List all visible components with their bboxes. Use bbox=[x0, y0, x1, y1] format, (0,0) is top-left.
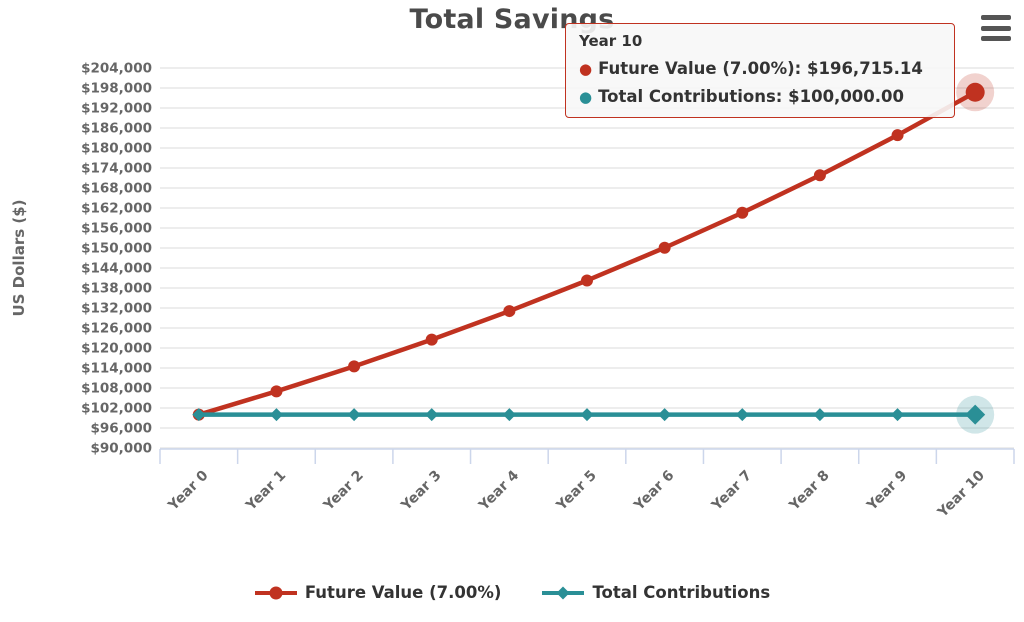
y-tick-label: $144,000 bbox=[81, 261, 152, 277]
x-tick-label: Year 6 bbox=[631, 468, 678, 515]
y-tick-label: $120,000 bbox=[81, 341, 152, 357]
data-point-marker[interactable] bbox=[502, 408, 516, 422]
y-tick-label: $90,000 bbox=[91, 441, 153, 457]
data-point-marker[interactable] bbox=[192, 408, 206, 422]
tooltip-row-text: Future Value (7.00%): $196,715.14 bbox=[598, 59, 923, 78]
data-point-marker[interactable] bbox=[503, 305, 516, 318]
y-tick-label: $132,000 bbox=[81, 301, 152, 317]
data-point-marker[interactable] bbox=[735, 408, 749, 422]
x-tick-label: Year 3 bbox=[398, 468, 445, 515]
x-tick-label: Year 9 bbox=[863, 468, 910, 515]
hamburger-menu-button[interactable] bbox=[980, 14, 1012, 42]
data-point-marker[interactable] bbox=[813, 169, 826, 182]
data-point-marker[interactable] bbox=[269, 408, 283, 422]
data-point-marker[interactable] bbox=[270, 385, 283, 398]
x-tick-label: Year 7 bbox=[708, 468, 755, 515]
x-tick-label: Year 5 bbox=[553, 468, 600, 515]
y-axis-title: US Dollars ($) bbox=[10, 199, 28, 316]
y-tick-label: $168,000 bbox=[81, 181, 152, 197]
y-tick-label: $180,000 bbox=[81, 141, 152, 157]
line-circle-marker-icon bbox=[254, 586, 297, 599]
data-point-marker[interactable] bbox=[891, 129, 904, 142]
data-point-marker[interactable] bbox=[736, 206, 749, 219]
y-tick-label: $198,000 bbox=[81, 81, 152, 97]
y-gridlines bbox=[160, 67, 1014, 449]
y-tick-label: $150,000 bbox=[81, 241, 152, 257]
y-tick-label: $138,000 bbox=[81, 281, 152, 297]
legend-item-total-contributions[interactable]: Total Contributions bbox=[541, 583, 770, 602]
data-point-marker[interactable] bbox=[965, 404, 986, 425]
data-point-marker[interactable] bbox=[580, 408, 594, 422]
y-tick-label: $126,000 bbox=[81, 321, 152, 337]
legend-item-future-value[interactable]: Future Value (7.00%) bbox=[254, 583, 502, 602]
series-total-contributions bbox=[192, 395, 995, 434]
y-axis-labels: $90,000 $96,000 $102,000 $108,000 $114,000 $1… bbox=[81, 61, 152, 457]
y-tick-label: $174,000 bbox=[81, 161, 152, 177]
tooltip-row-future-value: ● Future Value (7.00%): $196,715.14 bbox=[579, 55, 944, 83]
chart-legend: Future Value (7.00%) Total Contributions bbox=[0, 583, 1024, 602]
x-tick-label: Year 8 bbox=[786, 468, 833, 515]
chart-tooltip: Year 10 ● Future Value (7.00%): $196,715.… bbox=[565, 23, 955, 118]
data-point-marker[interactable] bbox=[658, 408, 672, 422]
y-tick-label: $204,000 bbox=[81, 61, 152, 77]
y-tick-label: $192,000 bbox=[81, 101, 152, 117]
y-tick-label: $186,000 bbox=[81, 121, 152, 137]
data-point-marker[interactable] bbox=[658, 241, 671, 254]
x-tick-label: Year 0 bbox=[165, 467, 212, 514]
y-tick-label: $162,000 bbox=[81, 201, 152, 217]
tooltip-title: Year 10 bbox=[579, 32, 643, 50]
x-axis bbox=[159, 448, 1015, 464]
hamburger-icon bbox=[981, 15, 1011, 20]
hamburger-icon bbox=[981, 25, 1011, 31]
y-tick-label: $102,000 bbox=[81, 401, 152, 417]
data-point-marker[interactable] bbox=[891, 408, 905, 422]
tooltip-row-total-contributions: ● Total Contributions: $100,000.00 bbox=[579, 83, 944, 111]
data-point-marker[interactable] bbox=[347, 408, 361, 422]
y-tick-label: $156,000 bbox=[81, 221, 152, 237]
data-point-marker[interactable] bbox=[348, 360, 361, 373]
series-future-value bbox=[192, 73, 995, 421]
series-bullet-icon: ● bbox=[579, 88, 593, 106]
y-tick-label: $96,000 bbox=[91, 421, 153, 437]
y-tick-label: $108,000 bbox=[81, 381, 152, 397]
data-point-marker[interactable] bbox=[425, 408, 439, 422]
x-tick-label: Year 1 bbox=[242, 468, 289, 515]
data-point-marker[interactable] bbox=[425, 333, 438, 346]
x-tick-label: Year 4 bbox=[475, 467, 522, 514]
x-tick-label: Year 10 bbox=[934, 467, 988, 521]
x-axis-labels: Year 0 Year 1 Year 2 Year 3 Year 4 Year 5 Year… bbox=[165, 467, 988, 521]
y-tick-label: $114,000 bbox=[81, 361, 152, 377]
series-bullet-icon: ● bbox=[579, 60, 593, 78]
data-point-marker[interactable] bbox=[581, 274, 593, 287]
hamburger-icon bbox=[981, 36, 1011, 41]
legend-label: Future Value (7.00%) bbox=[304, 583, 502, 602]
legend-label: Total Contributions bbox=[592, 583, 771, 602]
data-point-marker[interactable] bbox=[813, 408, 827, 422]
data-point-marker[interactable] bbox=[965, 82, 985, 102]
x-tick-label: Year 2 bbox=[320, 468, 367, 515]
tooltip-row-text: Total Contributions: $100,000.00 bbox=[598, 87, 904, 106]
line-diamond-marker-icon bbox=[542, 586, 585, 599]
